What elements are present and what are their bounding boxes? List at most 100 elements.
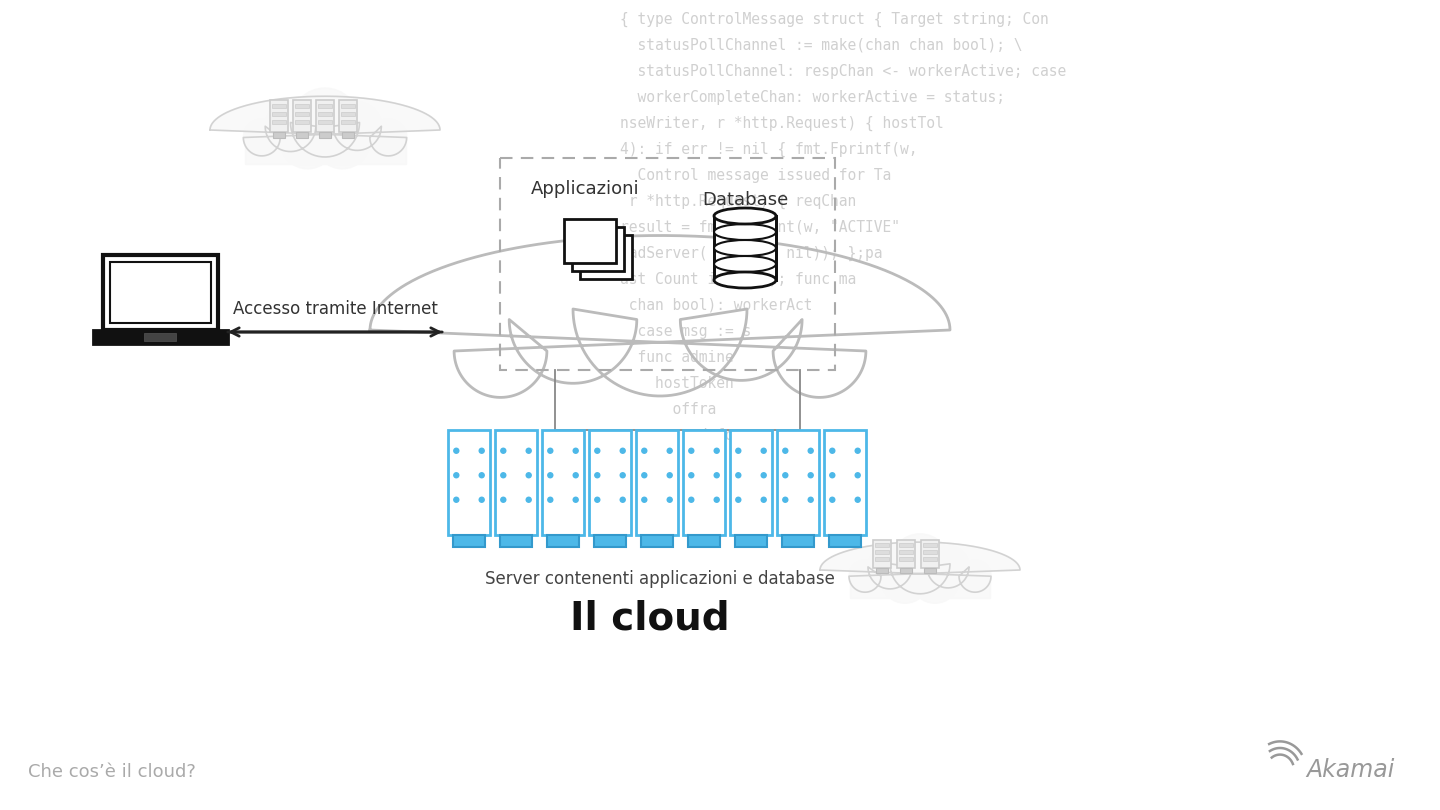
Text: func admine: func admine <box>621 350 734 365</box>
Circle shape <box>762 497 766 502</box>
Circle shape <box>667 473 672 478</box>
Circle shape <box>281 113 336 168</box>
Polygon shape <box>210 96 441 157</box>
Ellipse shape <box>714 224 776 240</box>
Text: r *http.Request) { reqChan: r *http.Request) { reqChan <box>621 194 857 209</box>
Bar <box>292 100 311 132</box>
Text: Il cloud: Il cloud <box>570 600 730 638</box>
Circle shape <box>855 473 860 478</box>
Circle shape <box>642 473 647 478</box>
Text: Accesso tramite Internet: Accesso tramite Internet <box>233 300 438 318</box>
Bar <box>341 132 354 138</box>
Circle shape <box>881 556 929 603</box>
Text: statusPollChannel: respChan <- workerActive; case: statusPollChannel: respChan <- workerAct… <box>621 64 1066 79</box>
Bar <box>595 535 626 547</box>
Bar <box>341 104 356 108</box>
Circle shape <box>573 497 579 502</box>
Circle shape <box>573 473 579 478</box>
Bar <box>92 330 228 344</box>
Circle shape <box>736 448 740 454</box>
Circle shape <box>808 497 814 502</box>
Circle shape <box>829 448 835 454</box>
Circle shape <box>526 448 531 454</box>
Bar <box>923 550 937 554</box>
Bar <box>448 430 490 535</box>
Text: 4): if err != nil { fmt.Fprintf(w,: 4): if err != nil { fmt.Fprintf(w, <box>621 142 917 157</box>
Bar <box>923 543 937 547</box>
Circle shape <box>510 256 636 383</box>
Bar <box>778 430 819 535</box>
Bar <box>271 100 288 132</box>
Bar <box>714 216 776 280</box>
Circle shape <box>480 473 484 478</box>
Circle shape <box>291 88 360 157</box>
Bar <box>730 430 772 535</box>
Bar <box>245 130 406 164</box>
Circle shape <box>783 497 788 502</box>
Text: case msg := s: case msg := s <box>621 324 752 339</box>
Bar <box>295 132 308 138</box>
Circle shape <box>762 473 766 478</box>
Circle shape <box>667 448 672 454</box>
Bar <box>341 112 356 116</box>
Circle shape <box>912 556 959 603</box>
Text: Applicazioni: Applicazioni <box>531 180 639 198</box>
Circle shape <box>315 113 370 168</box>
Bar <box>897 540 914 568</box>
Circle shape <box>855 448 860 454</box>
Circle shape <box>501 448 505 454</box>
Text: offra: offra <box>621 402 716 417</box>
Text: chan bool): workerAct: chan bool): workerAct <box>621 298 812 313</box>
Circle shape <box>265 101 315 151</box>
Bar <box>683 430 724 535</box>
Bar <box>876 543 888 547</box>
Bar <box>899 557 913 561</box>
Circle shape <box>667 497 672 502</box>
Circle shape <box>333 102 382 151</box>
Circle shape <box>454 448 459 454</box>
Bar <box>900 568 913 573</box>
Bar <box>899 550 913 554</box>
Ellipse shape <box>714 272 776 288</box>
Bar <box>547 535 579 547</box>
Bar <box>456 330 863 424</box>
Text: r: r <box>621 454 716 469</box>
Circle shape <box>501 473 505 478</box>
Bar <box>318 120 333 124</box>
Circle shape <box>480 497 484 502</box>
FancyBboxPatch shape <box>580 235 632 279</box>
Circle shape <box>526 473 531 478</box>
Ellipse shape <box>714 240 776 256</box>
Text: { type ControlMessage struct { Target string; Con: { type ControlMessage struct { Target st… <box>621 12 1048 28</box>
Circle shape <box>890 534 950 594</box>
Circle shape <box>808 448 814 454</box>
Bar <box>541 430 585 535</box>
Circle shape <box>547 292 685 431</box>
Circle shape <box>736 473 740 478</box>
Circle shape <box>714 448 719 454</box>
Circle shape <box>927 546 969 588</box>
Text: Server contenenti applicazioni e database: Server contenenti applicazioni e databas… <box>485 570 835 588</box>
Bar <box>824 430 865 535</box>
Circle shape <box>783 473 788 478</box>
Bar <box>295 104 310 108</box>
Circle shape <box>642 448 647 454</box>
Circle shape <box>621 497 625 502</box>
Circle shape <box>595 448 600 454</box>
Bar <box>876 550 888 554</box>
Circle shape <box>688 448 694 454</box>
Text: hostToken: hostToken <box>621 376 734 391</box>
Circle shape <box>634 292 773 431</box>
Circle shape <box>454 497 459 502</box>
Circle shape <box>370 119 406 156</box>
Bar <box>315 100 334 132</box>
Bar <box>102 255 217 330</box>
Bar <box>850 570 991 598</box>
Ellipse shape <box>714 208 776 224</box>
Circle shape <box>573 222 747 396</box>
Bar <box>338 100 357 132</box>
Bar <box>922 540 939 568</box>
Bar <box>923 568 936 573</box>
Text: oadServer( :1337", nil)); };pa: oadServer( :1337", nil)); };pa <box>621 246 883 261</box>
Circle shape <box>829 473 835 478</box>
